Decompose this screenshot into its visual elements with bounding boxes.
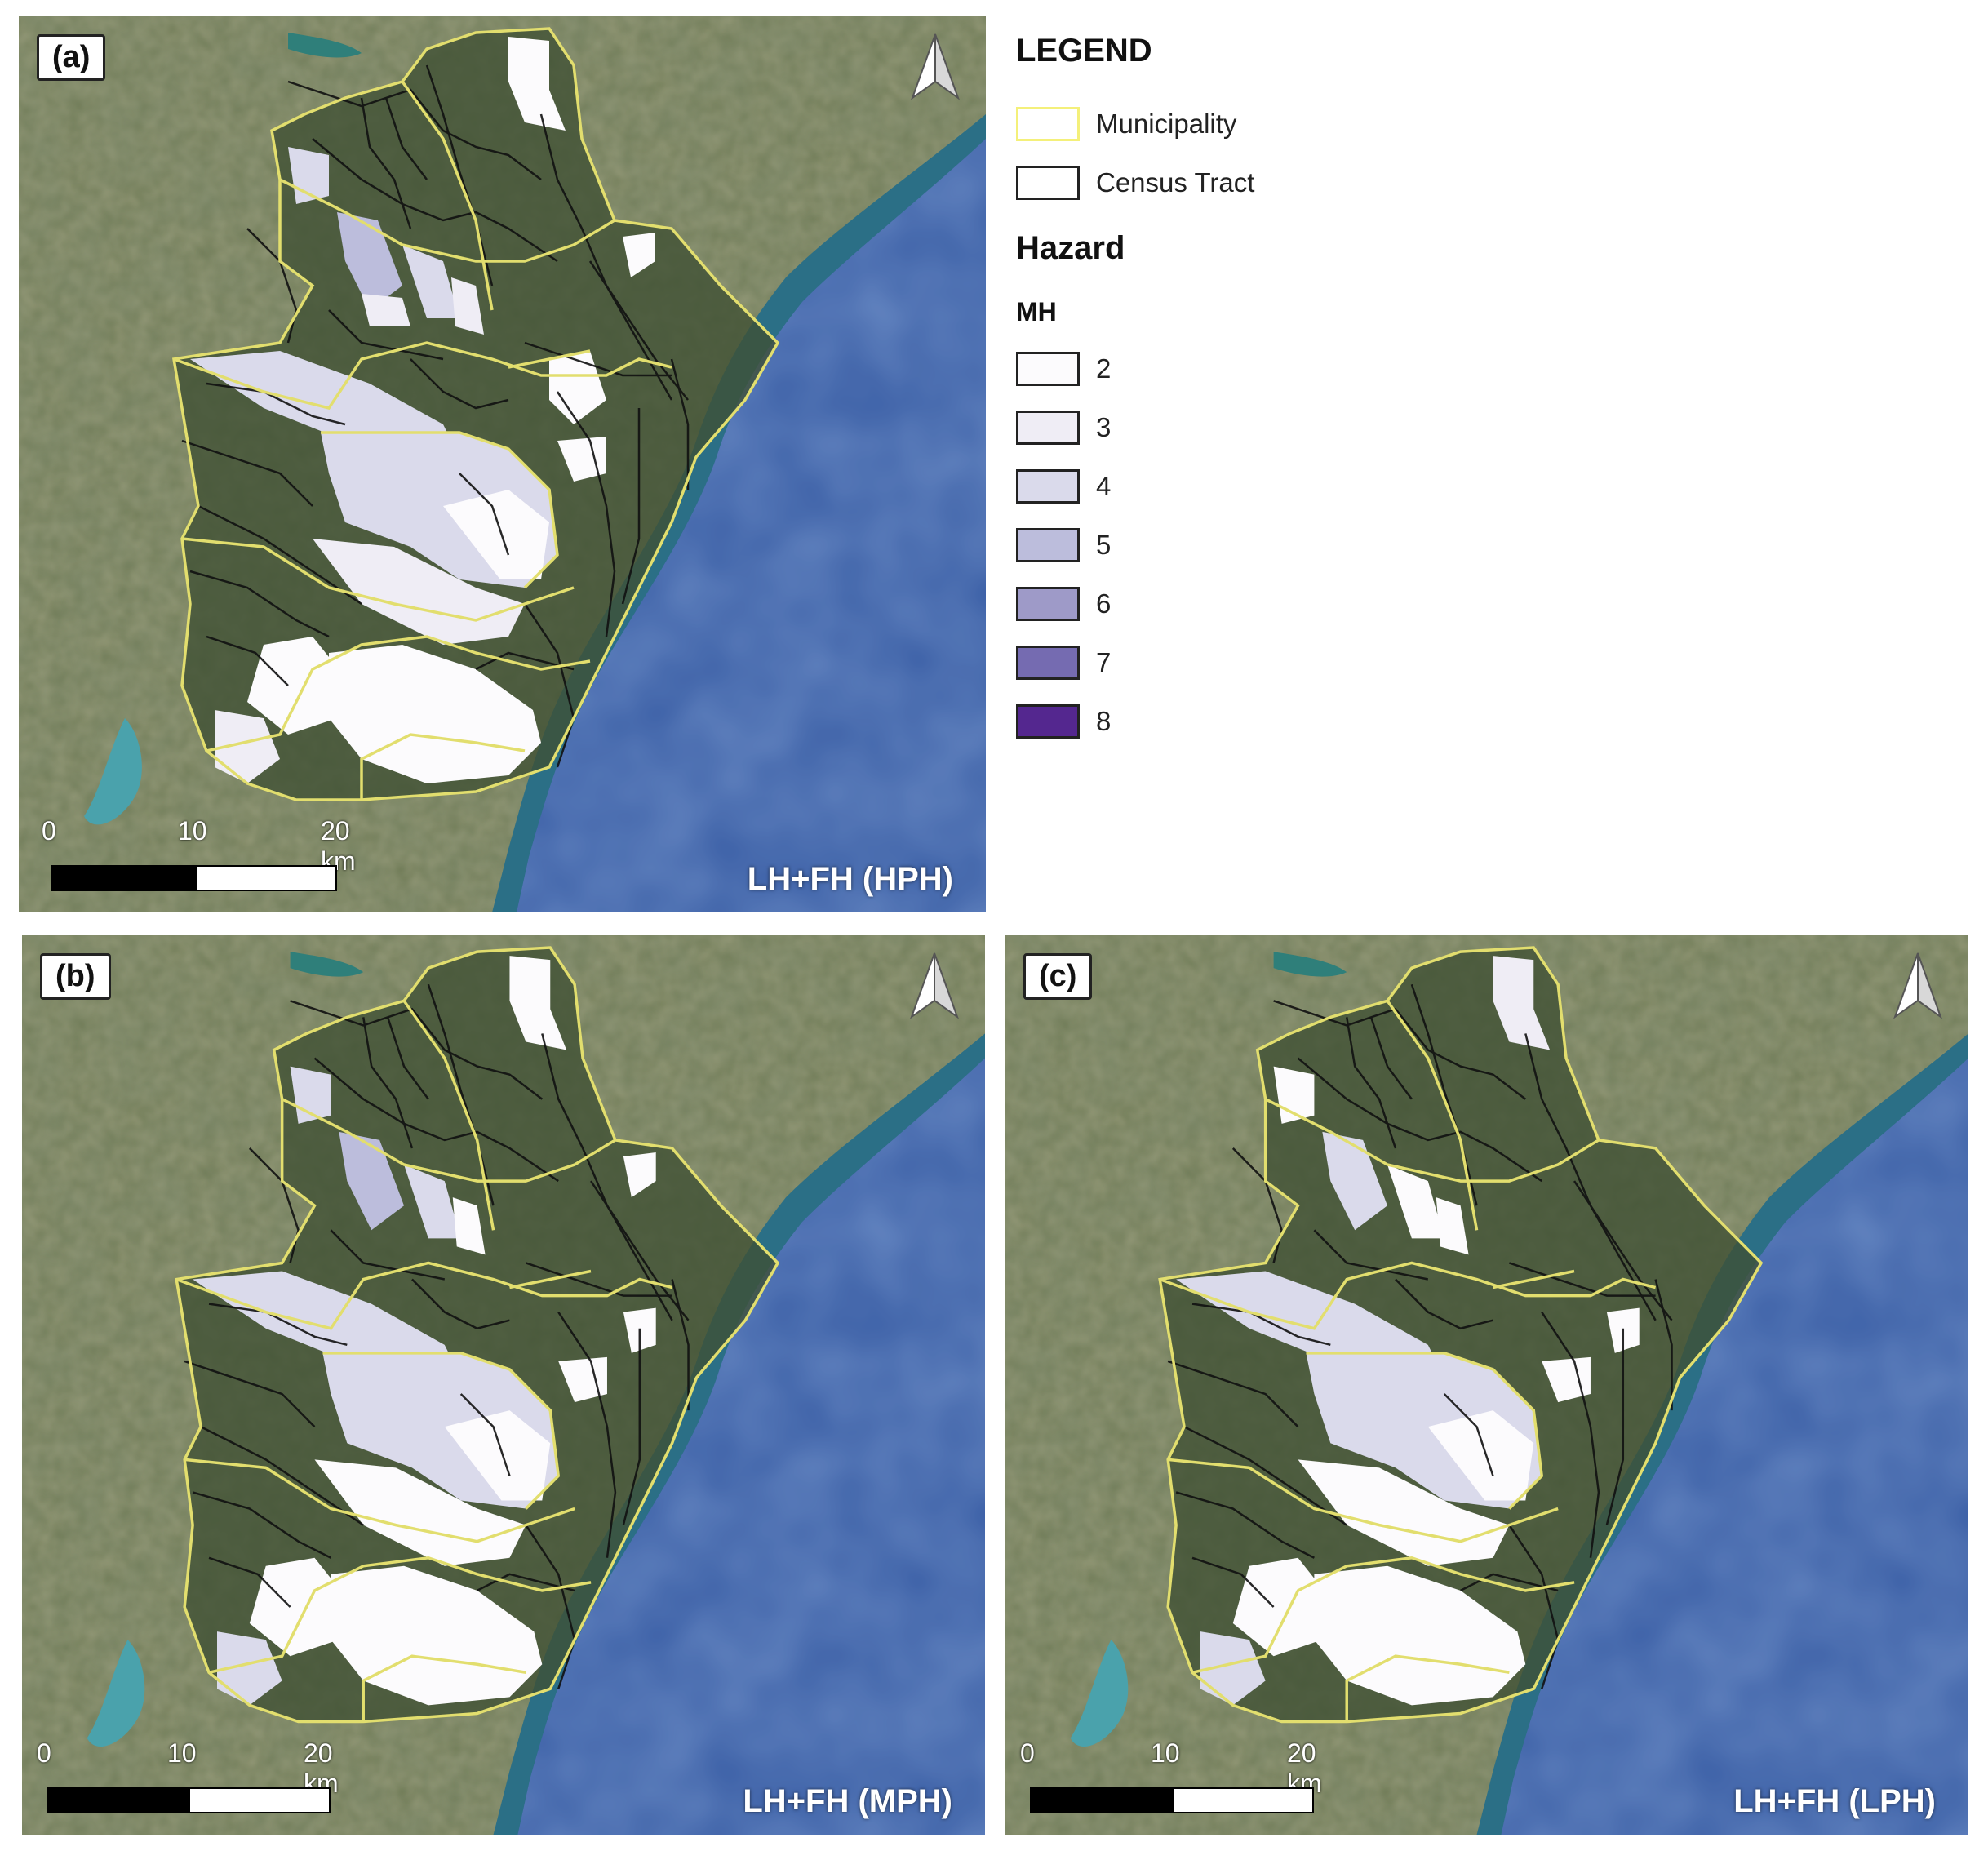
north-arrow-icon <box>1893 952 1943 1019</box>
legend-title: LEGEND <box>1016 33 1152 69</box>
legend-item-hazard-7: 7 <box>1016 645 1111 681</box>
legend-label: Municipality <box>1096 109 1237 139</box>
scale-segment-black <box>1030 1787 1174 1813</box>
map-panel-a: (a) 0 10 20 km LH+FH (HPH) <box>19 16 986 912</box>
hazard-subtitle: MH <box>1016 297 1057 326</box>
hazard-title: Hazard <box>1016 230 1125 266</box>
legend-label: 8 <box>1096 706 1112 736</box>
map-panel-b: (b) 0 10 20 km LH+FH (MPH) <box>22 935 985 1835</box>
legend-item-hazard-5: 5 <box>1016 527 1111 563</box>
legend-label: 3 <box>1096 412 1112 442</box>
legend: LEGEND Municipality Census Tract Hazard … <box>1016 24 1424 759</box>
legend-item-hazard-8: 8 <box>1016 704 1111 739</box>
scale-bar: 0 10 20 km <box>19 806 356 912</box>
scale-segment-black <box>47 1787 190 1813</box>
map-canvas <box>19 16 986 912</box>
legend-swatch <box>1016 166 1080 200</box>
legend-swatch <box>1016 704 1080 739</box>
north-arrow-icon <box>910 33 961 100</box>
map-canvas <box>1005 935 1968 1835</box>
scenario-label: LH+FH (LPH) <box>1733 1783 1936 1819</box>
scale-tick: 10 <box>178 816 207 846</box>
scale-tick: 10 <box>1151 1738 1180 1768</box>
panel-label: (c) <box>1023 953 1093 1000</box>
legend-swatch <box>1016 469 1080 504</box>
scale-tick: 0 <box>42 816 56 846</box>
legend-label: 6 <box>1096 588 1112 619</box>
scale-bar: 0 10 20 km <box>1005 1729 1332 1835</box>
legend-label: 7 <box>1096 647 1112 677</box>
legend-item-hazard-3: 3 <box>1016 410 1111 446</box>
map-panel-c: (c) 0 10 20 km LH+FH (LPH) <box>1005 935 1968 1835</box>
legend-swatch <box>1016 411 1080 445</box>
scale-segment-white <box>195 865 337 891</box>
scale-tick: 20 km <box>1287 1738 1322 1798</box>
legend-item-hazard-2: 2 <box>1016 351 1111 387</box>
scenario-label: LH+FH (HPH) <box>747 861 953 897</box>
scale-bar: 0 10 20 km <box>22 1729 348 1835</box>
legend-swatch <box>1016 352 1080 386</box>
legend-swatch <box>1016 107 1080 141</box>
scale-segment-black <box>51 865 197 891</box>
legend-item-census-tract: Census Tract <box>1016 165 1254 201</box>
scale-tick: 10 <box>167 1738 197 1768</box>
legend-item-hazard-6: 6 <box>1016 586 1111 622</box>
legend-item-municipality: Municipality <box>1016 106 1236 142</box>
legend-label: 5 <box>1096 530 1112 560</box>
legend-label: Census Tract <box>1096 167 1255 198</box>
legend-item-hazard-4: 4 <box>1016 468 1111 504</box>
legend-label: 2 <box>1096 353 1112 384</box>
scale-segment-white <box>189 1787 331 1813</box>
legend-swatch <box>1016 587 1080 621</box>
panel-label: (a) <box>37 34 106 81</box>
scale-tick: 20 km <box>321 816 356 876</box>
scenario-label: LH+FH (MPH) <box>743 1783 952 1819</box>
scale-segment-white <box>1172 1787 1314 1813</box>
legend-label: 4 <box>1096 471 1112 501</box>
legend-swatch <box>1016 528 1080 562</box>
scale-tick: 0 <box>37 1738 51 1768</box>
map-canvas <box>22 935 985 1835</box>
legend-swatch <box>1016 646 1080 680</box>
panel-label: (b) <box>40 953 111 1000</box>
north-arrow-icon <box>909 952 960 1019</box>
scale-tick: 0 <box>1020 1738 1035 1768</box>
